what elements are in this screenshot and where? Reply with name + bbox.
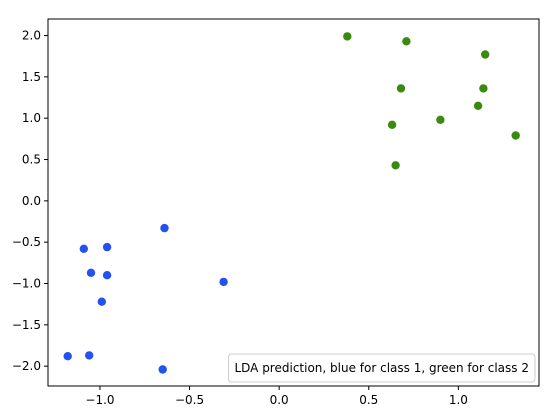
legend-text: LDA prediction, blue for class 1, green … bbox=[234, 361, 529, 375]
data-point-series-1-6 bbox=[102, 271, 112, 280]
data-point-series-2-9 bbox=[511, 131, 520, 140]
y-tick-label: −0.5 bbox=[12, 235, 41, 249]
data-point-series-1-10 bbox=[219, 277, 228, 287]
data-point-series-1-4 bbox=[97, 297, 107, 306]
data-point-series-1-2 bbox=[85, 351, 94, 360]
y-tick-label: 2.0 bbox=[22, 29, 41, 43]
data-point-series-1-7 bbox=[79, 244, 89, 253]
data-point-series-2-7 bbox=[436, 115, 445, 125]
x-tick-label: 0.5 bbox=[359, 393, 378, 407]
data-point-series-2-2 bbox=[402, 37, 411, 46]
plot-frame bbox=[47, 18, 540, 387]
legend: LDA prediction, blue for class 1, green … bbox=[228, 353, 536, 383]
data-point-series-2-6 bbox=[473, 101, 483, 111]
data-point-series-1-1 bbox=[63, 352, 72, 361]
y-tick-label: −1.5 bbox=[12, 318, 41, 332]
y-tick-label: −2.0 bbox=[12, 359, 41, 373]
y-tick-label: 0.0 bbox=[22, 194, 41, 208]
data-point-series-1-8 bbox=[102, 242, 112, 252]
data-points bbox=[63, 32, 520, 374]
data-point-series-2-10 bbox=[391, 161, 400, 170]
x-tick-label: 1.0 bbox=[449, 393, 468, 407]
x-tick-label: −0.5 bbox=[175, 393, 204, 407]
data-point-series-2-3 bbox=[481, 50, 490, 59]
y-axis: −2.0 −1.5 −1.0 −0.5 0.0 0.5 1.0 1.5 2.0 bbox=[12, 29, 48, 373]
data-point-series-2-5 bbox=[479, 84, 488, 93]
y-tick-label: 1.5 bbox=[22, 70, 41, 84]
y-tick-label: 0.5 bbox=[22, 153, 41, 167]
data-point-series-1-5 bbox=[86, 268, 96, 277]
data-point-series-1-9 bbox=[160, 223, 169, 233]
y-tick-label: −1.0 bbox=[12, 277, 41, 291]
x-tick-label: 0.0 bbox=[270, 393, 289, 407]
legend-box bbox=[228, 353, 536, 383]
y-tick-label: 1.0 bbox=[22, 111, 41, 125]
data-point-series-2-1 bbox=[343, 32, 352, 41]
data-point-series-1-3 bbox=[158, 365, 167, 374]
data-point-series-2-4 bbox=[396, 84, 406, 93]
x-tick-label: −1.0 bbox=[85, 393, 114, 407]
data-point-series-2-8 bbox=[387, 120, 397, 129]
x-axis: −1.0 −0.5 0.0 0.5 1.0 bbox=[85, 386, 468, 407]
